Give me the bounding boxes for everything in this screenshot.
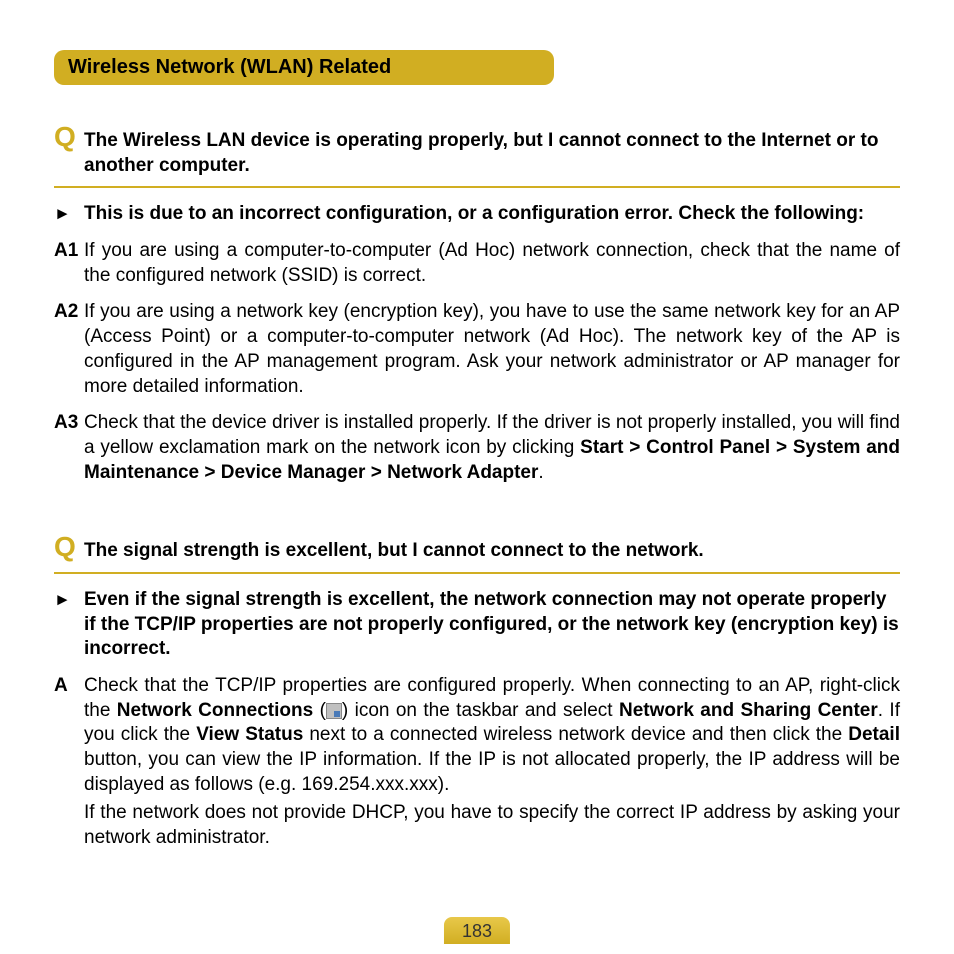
- answer-row-a3: A3 Check that the device driver is insta…: [54, 411, 900, 485]
- a3-marker: A3: [54, 412, 84, 434]
- a3-post: .: [538, 462, 543, 483]
- p1-bold-nsc: Network and Sharing Center: [619, 700, 878, 721]
- arrow-icon: ►: [54, 590, 84, 610]
- a2-marker: A2: [54, 301, 84, 323]
- question-block-1: Q The Wireless LAN device is operating p…: [54, 121, 900, 485]
- p2-text: If the network does not provide DHCP, yo…: [84, 801, 900, 850]
- section-header: Wireless Network (WLAN) Related: [54, 50, 554, 85]
- instruction-text: This is due to an incorrect configuratio…: [84, 202, 900, 227]
- a-text: Check that the TCP/IP properties are con…: [84, 674, 900, 855]
- a1-marker: A1: [54, 240, 84, 262]
- question-text: The signal strength is excellent, but I …: [84, 539, 900, 564]
- arrow-icon: ►: [54, 204, 84, 224]
- p1-seg2: (: [313, 700, 326, 721]
- instruction-row: ► Even if the signal strength is excelle…: [54, 588, 900, 662]
- p1-seg3: ) icon on the taskbar and select: [342, 700, 619, 721]
- instruction-row: ► This is due to an incorrect configurat…: [54, 202, 900, 227]
- answer-row-a: A Check that the TCP/IP properties are c…: [54, 674, 900, 855]
- network-connections-icon: [326, 703, 342, 719]
- a3-text: Check that the device driver is installe…: [84, 411, 900, 485]
- p1-seg5: next to a connected wireless network dev…: [303, 724, 848, 745]
- answer-row-a2: A2 If you are using a network key (encry…: [54, 300, 900, 399]
- question-row: Q The Wireless LAN device is operating p…: [54, 121, 900, 188]
- question-row: Q The signal strength is excellent, but …: [54, 531, 900, 574]
- answer-row-a1: A1 If you are using a computer-to-comput…: [54, 239, 900, 288]
- a-marker: A: [54, 675, 84, 697]
- q-marker: Q: [54, 531, 84, 563]
- p1-bold-vs: View Status: [196, 724, 303, 745]
- a1-text: If you are using a computer-to-computer …: [84, 239, 900, 288]
- p1-seg6: button, you can view the IP information.…: [84, 749, 900, 795]
- a2-text: If you are using a network key (encrypti…: [84, 300, 900, 399]
- p1-bold-nc: Network Connections: [117, 700, 313, 721]
- page-number: 183: [444, 917, 510, 944]
- instruction-text: Even if the signal strength is excellent…: [84, 588, 900, 662]
- q-marker: Q: [54, 121, 84, 153]
- question-block-2: Q The signal strength is excellent, but …: [54, 531, 900, 855]
- question-text: The Wireless LAN device is operating pro…: [84, 129, 900, 178]
- p1-bold-detail: Detail: [848, 724, 900, 745]
